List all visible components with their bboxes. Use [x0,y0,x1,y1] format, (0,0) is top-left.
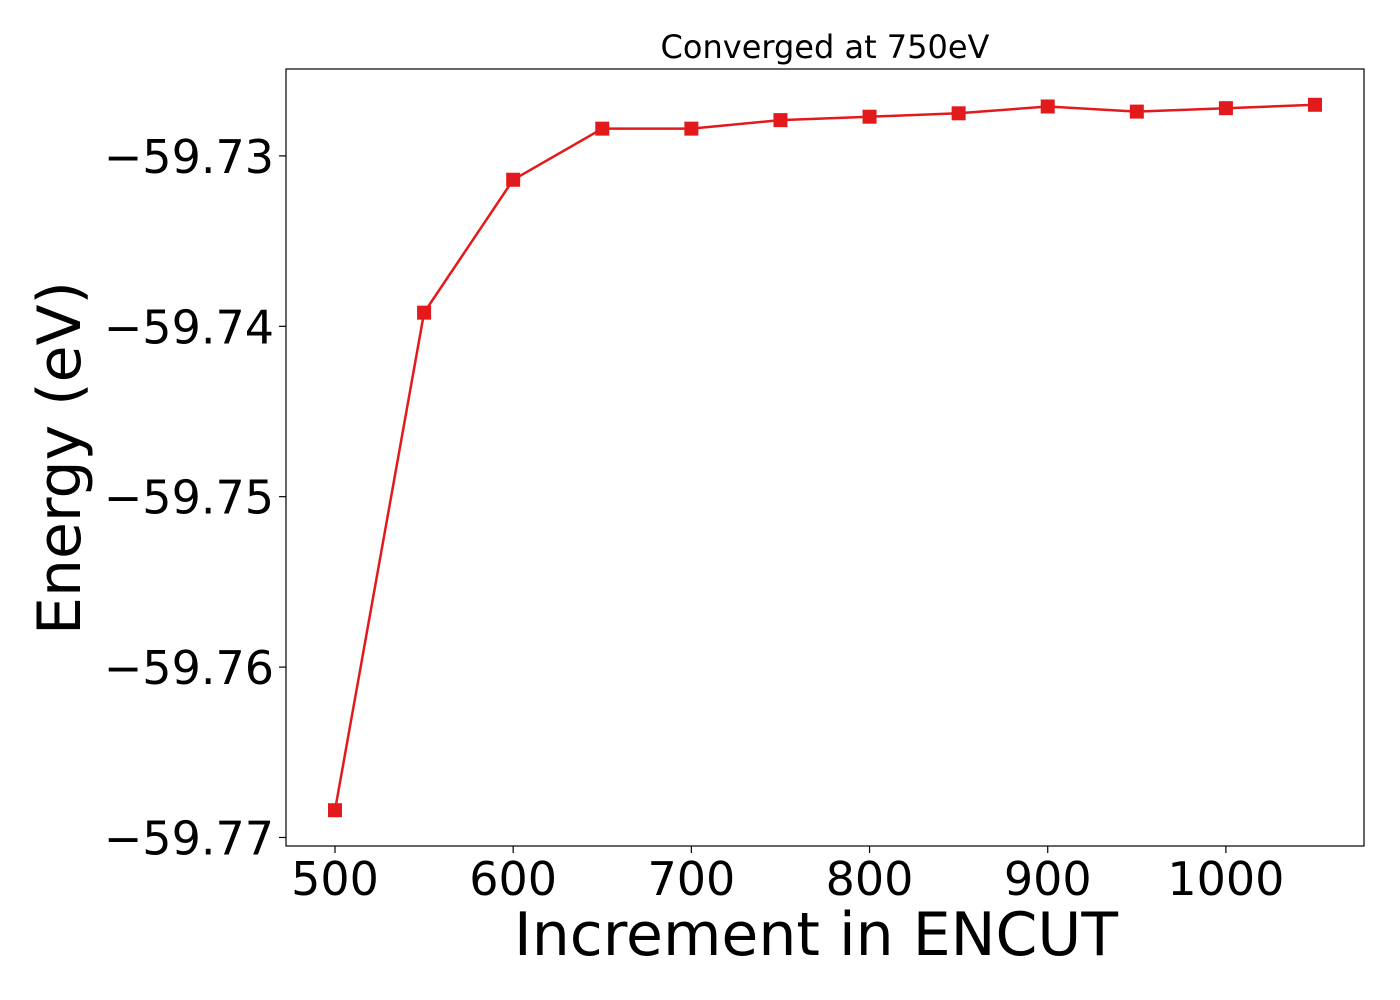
x-tick-label: 900 [1004,852,1092,906]
data-point [506,172,521,187]
data-point [1040,99,1055,114]
x-tick-label: 700 [647,852,735,906]
data-point [773,113,788,128]
y-tick-label: −59.73 [104,130,274,184]
y-axis-label: Energy (eV) [25,281,95,635]
x-tick-label: 1000 [1167,852,1284,906]
x-tick-label: 800 [826,852,914,906]
data-point [417,305,432,320]
data-point [328,803,342,818]
data-point [1218,101,1233,116]
data-point [595,121,610,136]
x-tick-label: 600 [469,852,557,906]
y-tick-label: −59.77 [104,811,274,865]
data-point [1308,97,1322,112]
x-tick-label: 500 [291,852,379,906]
data-point [684,121,699,136]
series-line [333,103,1316,811]
y-tick-label: −59.76 [104,641,274,695]
plot-frame [285,68,1365,847]
data-point [951,106,966,121]
data-point [1129,104,1144,119]
chart-title: Converged at 750eV [661,28,990,66]
data-point [862,109,877,124]
x-axis-label: Increment in ENCUT [514,900,1118,970]
y-tick-label: −59.75 [104,471,274,525]
y-tick-label: −59.74 [104,300,274,354]
